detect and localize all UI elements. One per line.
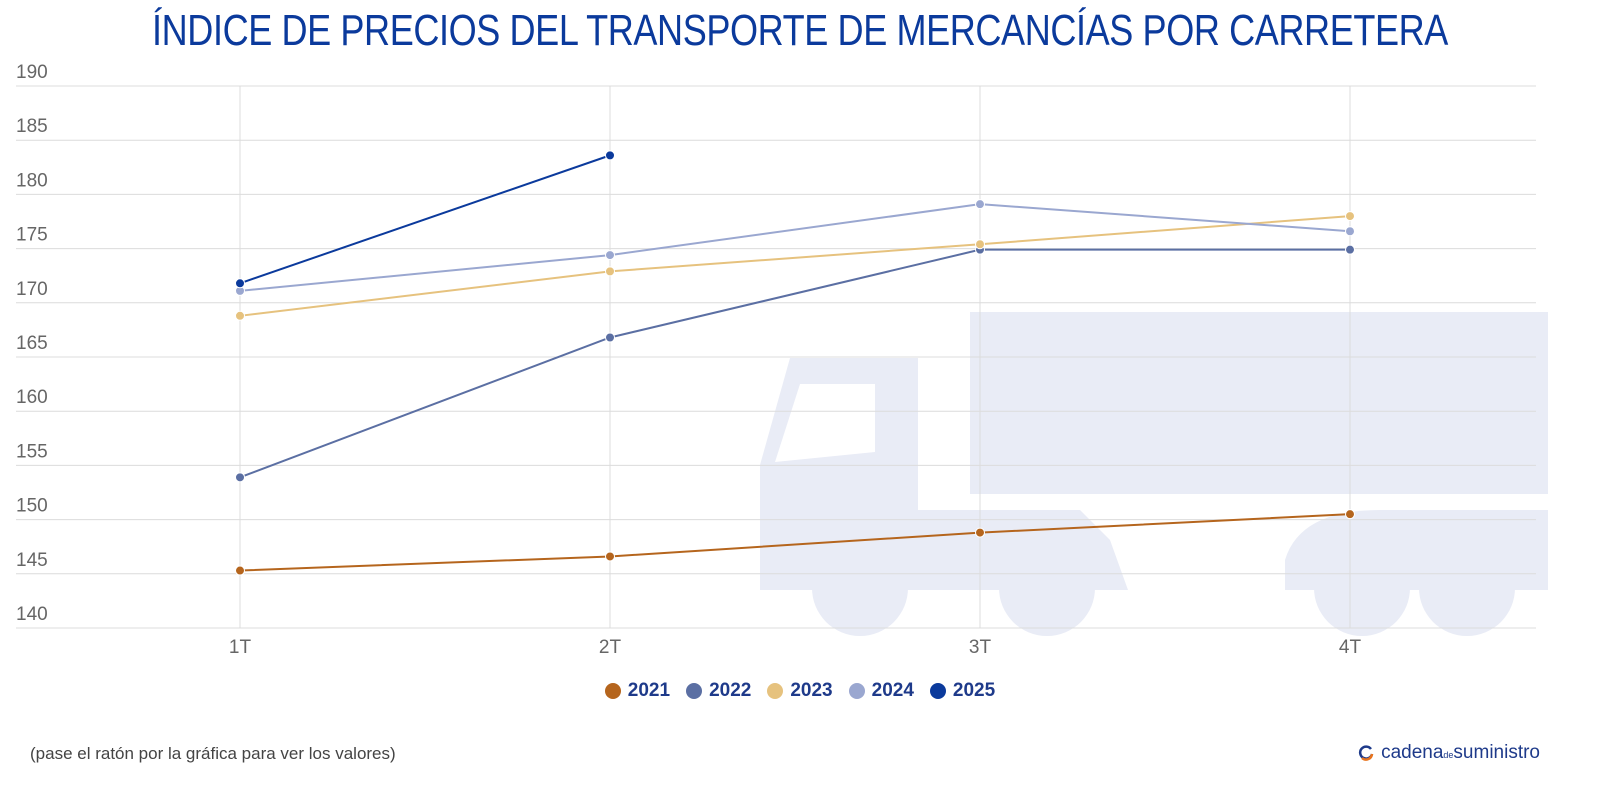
- data-point-2024: [605, 250, 615, 261]
- y-tick-label: 155: [16, 441, 48, 462]
- data-point-2021: [1345, 509, 1355, 520]
- y-tick-label: 165: [16, 333, 48, 354]
- legend-label: 2024: [871, 680, 914, 701]
- legend-item-2021[interactable]: 2021: [604, 680, 671, 702]
- data-point-2023: [975, 239, 985, 250]
- data-point-2022: [605, 332, 615, 343]
- legend-marker: [686, 683, 703, 699]
- data-point-2023: [605, 266, 615, 277]
- y-tick-label: 145: [16, 550, 48, 571]
- logo-text-main: cadena: [1381, 742, 1444, 763]
- series-line-2025: [239, 154, 611, 285]
- legend-label: 2022: [709, 680, 752, 701]
- data-point-2025: [605, 150, 615, 161]
- data-point-2021: [605, 551, 615, 562]
- data-point-2023: [1345, 211, 1355, 222]
- y-tick-label: 140: [16, 604, 48, 625]
- legend-label: 2025: [952, 680, 996, 701]
- y-tick-label: 160: [16, 387, 48, 408]
- legend-item-2024[interactable]: 2024: [848, 680, 914, 702]
- logo-text-small: de: [1443, 750, 1454, 760]
- chart-title: ÍNDICE DE PRECIOS DEL TRANSPORTE DE MERC…: [152, 6, 1448, 55]
- data-point-2025: [235, 278, 245, 289]
- legend-item-2025[interactable]: 2025: [929, 680, 996, 702]
- y-tick-label: 170: [16, 279, 48, 300]
- logo-icon: [1359, 745, 1374, 761]
- legend-marker: [604, 683, 621, 699]
- logo[interactable]: cadenadesuministro: [1357, 742, 1540, 764]
- legend-marker: [848, 683, 865, 699]
- legend-label: 2023: [790, 680, 833, 701]
- series-line-2024: [239, 203, 1351, 292]
- y-tick-label: 180: [16, 170, 48, 191]
- data-point-2021: [975, 527, 985, 538]
- x-tick-label: 1T: [229, 637, 252, 658]
- legend: 2021 2022 2023 2024 2025: [0, 680, 1600, 702]
- y-tick-label: 175: [16, 225, 48, 246]
- hover-note: (pase el ratón por la gráfica para ver l…: [30, 744, 396, 763]
- y-tick-label: 185: [16, 116, 48, 137]
- legend-label: 2021: [627, 680, 671, 701]
- series-line-2021: [239, 513, 1351, 572]
- series-line-2023: [239, 215, 1351, 317]
- truck-watermark-icon: [760, 312, 1548, 636]
- y-tick-label: 150: [16, 496, 48, 517]
- data-point-2024: [975, 199, 985, 210]
- y-tick-label: 190: [16, 62, 48, 83]
- data-point-2023: [235, 310, 245, 321]
- legend-item-2022[interactable]: 2022: [686, 680, 751, 702]
- legend-marker: [767, 683, 784, 699]
- logo-text-end: suministro: [1453, 742, 1540, 763]
- data-point-2022: [235, 472, 245, 483]
- x-tick-label: 4T: [1339, 637, 1362, 658]
- legend-item-2023[interactable]: 2023: [767, 680, 833, 702]
- data-point-2022: [1345, 244, 1355, 255]
- data-point-2021: [235, 565, 245, 576]
- x-tick-label: 3T: [969, 637, 992, 658]
- data-point-2024: [1345, 226, 1355, 237]
- legend-marker: [929, 683, 946, 699]
- x-tick-label: 2T: [599, 637, 622, 658]
- series-line-2022: [239, 248, 1350, 479]
